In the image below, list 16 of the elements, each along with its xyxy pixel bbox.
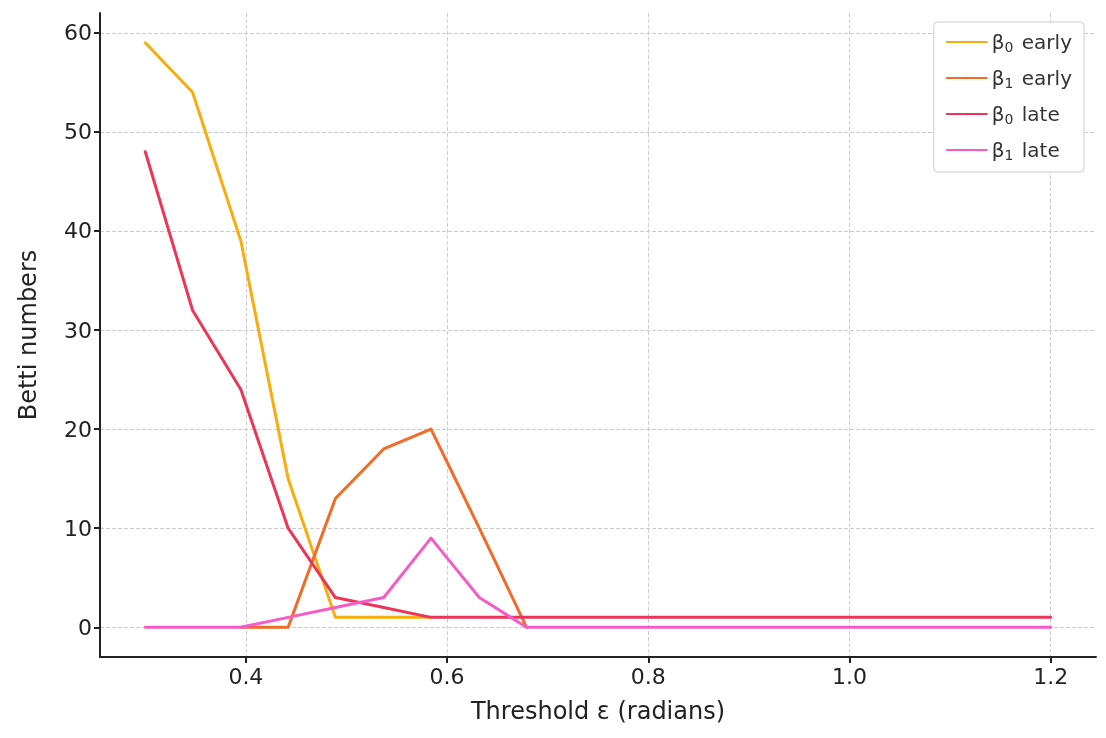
x-tick-label: 0.6 xyxy=(429,663,465,689)
y-tick-label: 20 xyxy=(64,416,92,442)
y-tick-label: 60 xyxy=(64,20,92,46)
y-tick-label: 30 xyxy=(64,317,92,343)
x-axis-title: Threshold ε (radians) xyxy=(469,697,726,725)
x-tick-label: 1.0 xyxy=(832,663,868,689)
y-tick-label: 40 xyxy=(64,218,92,244)
y-tick-label: 50 xyxy=(64,119,92,145)
y-tick-label: 10 xyxy=(64,515,92,541)
y-tick-label: 0 xyxy=(78,614,92,640)
line-series xyxy=(143,536,1053,629)
x-tick-label: 0.8 xyxy=(630,663,666,689)
y-axis-title: Betti numbers xyxy=(14,249,42,421)
x-tick-label: 1.2 xyxy=(1033,663,1069,689)
line-series xyxy=(239,427,529,629)
x-tick-label: 0.4 xyxy=(228,663,264,689)
